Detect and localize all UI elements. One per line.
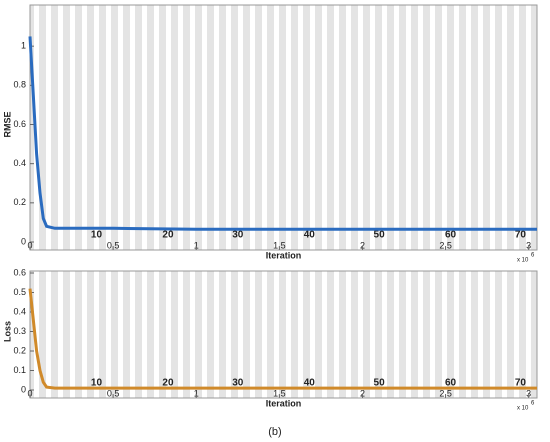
y-tick-label: 0.4	[13, 158, 26, 168]
x-exponent: 6	[531, 253, 535, 259]
x-tick-label: 0.5	[107, 240, 120, 250]
epoch-label: 60	[445, 230, 457, 241]
x-tick-label: 0.5	[107, 388, 120, 398]
x-tick-label: 3	[526, 240, 531, 250]
y-tick-label: 0.2	[13, 197, 26, 207]
x-tick-label: 0	[27, 388, 32, 398]
plot-area	[29, 4, 538, 251]
y-tick-label: 0.3	[13, 326, 26, 336]
x-tick-label: 2	[360, 388, 365, 398]
x-multiplier: x 10	[517, 258, 529, 264]
epoch-label: 70	[515, 230, 527, 241]
epoch-label: 30	[232, 378, 244, 389]
x-tick-label: 0	[27, 240, 32, 250]
x-tick-label: 1	[194, 240, 199, 250]
x-tick-label: 3	[526, 388, 531, 398]
y-tick-label: 0.4	[13, 306, 26, 316]
y-axis-label: RMSE	[2, 111, 12, 137]
y-tick-label: 0.6	[13, 119, 26, 129]
x-tick-label: 2.5	[439, 240, 452, 250]
x-tick-label: 1.5	[273, 388, 286, 398]
x-axis-label: Iteration	[266, 250, 302, 260]
epoch-label: 50	[374, 378, 386, 389]
epoch-label: 20	[162, 230, 174, 241]
caption: (b)	[268, 426, 281, 438]
epoch-label: 20	[162, 378, 174, 389]
x-multiplier: x 10	[517, 406, 529, 412]
epoch-label: 50	[374, 230, 386, 241]
y-tick-label: 0.8	[13, 80, 26, 90]
epoch-label: 40	[304, 230, 316, 241]
x-tick-label: 1	[194, 388, 199, 398]
y-axis-label: Loss	[2, 321, 12, 342]
data-line	[28, 288, 537, 390]
y-tick-label: 0.5	[13, 287, 26, 297]
x-tick-label: 2.5	[439, 388, 452, 398]
y-tick-label: 1	[21, 41, 26, 51]
data-line	[28, 36, 537, 231]
epoch-label: 70	[515, 378, 527, 389]
epoch-label: 60	[445, 378, 457, 389]
epoch-label: 10	[91, 230, 103, 241]
y-tick-label: 0.1	[13, 365, 26, 375]
x-exponent: 6	[531, 401, 535, 407]
epoch-label: 10	[91, 378, 103, 389]
plot-area	[29, 270, 538, 399]
x-tick-label: 1.5	[273, 240, 286, 250]
x-axis-label: Iteration	[266, 398, 302, 408]
y-tick-label: 0.6	[13, 267, 26, 277]
y-tick-label: 0.2	[13, 345, 26, 355]
x-tick-label: 2	[360, 240, 365, 250]
epoch-label: 40	[304, 378, 316, 389]
y-tick-label: 0	[21, 236, 26, 246]
y-tick-label: 0	[21, 384, 26, 394]
epoch-label: 30	[232, 230, 244, 241]
